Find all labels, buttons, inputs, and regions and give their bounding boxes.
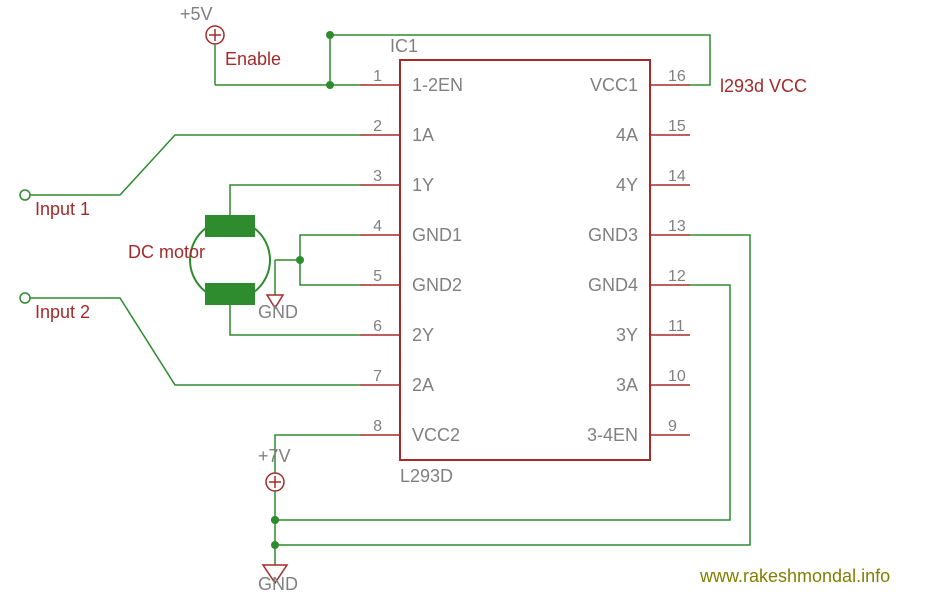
pins-left: 1 1-2EN 2 1A 3 1Y 4 GND1 5 GND2 6 2Y 7 2A 8 VCC2 [360, 68, 463, 445]
label-gnd2: GND [258, 574, 298, 594]
ic-body [400, 60, 650, 460]
ic-ref: IC1 [390, 36, 418, 56]
plus7v-supply [266, 473, 284, 520]
pin-number: 13 [668, 218, 686, 235]
pin-number: 14 [668, 168, 686, 185]
net-gnd-left [267, 235, 360, 308]
pins-right: 16 VCC1 15 4A 14 4Y 13 GND3 12 GND4 11 3Y 10 3A 9 3-4EN [587, 68, 690, 445]
label-vcc1: l293d VCC [720, 76, 807, 96]
label-input2: Input 2 [35, 302, 90, 322]
pin-number: 6 [373, 318, 382, 335]
pin-name: 3A [616, 375, 638, 395]
pin-number: 16 [668, 68, 686, 85]
pin-number: 1 [373, 68, 382, 85]
pin-number: 15 [668, 118, 686, 135]
watermark: www.rakeshmondal.info [699, 566, 890, 586]
pin-name: GND3 [588, 225, 638, 245]
pin-name: 1Y [412, 175, 434, 195]
label-enable: Enable [225, 49, 281, 69]
label-gnd1: GND [258, 302, 298, 322]
pin-number: 11 [668, 318, 685, 335]
pin-name: VCC1 [590, 75, 638, 95]
net-input1 [20, 135, 360, 200]
label-input1: Input 1 [35, 199, 90, 219]
pin-name: 1-2EN [412, 75, 463, 95]
pin-name: GND4 [588, 275, 638, 295]
pin-name: GND1 [412, 225, 462, 245]
label-plus5v: +5V [180, 4, 213, 24]
label-plus7v: +7V [258, 446, 291, 466]
pin-number: 10 [668, 368, 686, 385]
label-dcmotor: DC motor [128, 242, 205, 262]
pin-number: 8 [373, 418, 382, 435]
plus5v-supply [206, 26, 224, 85]
pin-name: VCC2 [412, 425, 460, 445]
pin-number: 12 [668, 268, 686, 285]
pin-name: 3-4EN [587, 425, 638, 445]
schematic-diagram: IC1 L293D 11-2EN21A31Y4GND15GND262Y72A8V… [0, 0, 933, 608]
pin-name: 4Y [616, 175, 638, 195]
pin-number: 5 [373, 268, 382, 285]
pin-number: 3 [373, 168, 382, 185]
pin-name: 2A [412, 375, 434, 395]
pin-number: 7 [373, 368, 382, 385]
pin-name: 4A [616, 125, 638, 145]
pin-number: 9 [668, 418, 677, 435]
net-gnd-right [263, 235, 750, 583]
pin-name: 1A [412, 125, 434, 145]
pin-name: GND2 [412, 275, 462, 295]
pin-number: 4 [373, 218, 382, 235]
pin-name: 3Y [616, 325, 638, 345]
pin-name: 2Y [412, 325, 434, 345]
ic-part: L293D [400, 466, 453, 486]
pin-number: 2 [373, 118, 382, 135]
